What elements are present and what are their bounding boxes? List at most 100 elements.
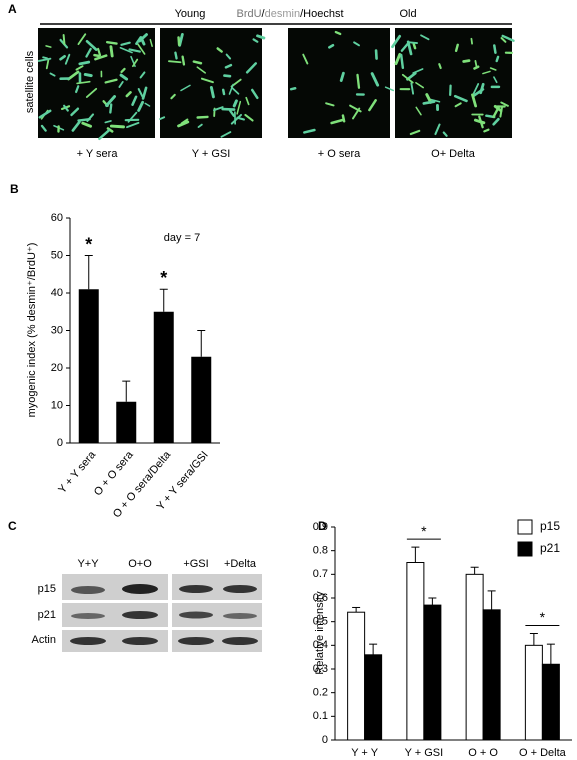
caption: Y + GSI <box>192 148 231 160</box>
group-label: Old <box>399 8 416 20</box>
cell <box>412 42 417 50</box>
cell <box>81 121 93 128</box>
cell <box>77 33 87 46</box>
y-tick-label: 0.6 <box>313 592 328 604</box>
cell <box>76 80 91 85</box>
cell <box>493 44 497 54</box>
cell <box>104 78 118 84</box>
row-label: satellite cells <box>24 50 36 113</box>
cell <box>136 42 146 55</box>
cell <box>126 121 140 129</box>
cell <box>454 43 459 53</box>
cell <box>483 128 490 133</box>
annotation: day = 7 <box>164 232 200 244</box>
bar <box>524 644 543 741</box>
cell <box>127 111 138 123</box>
cell <box>500 101 509 107</box>
y-tick-label: 0.4 <box>313 639 328 651</box>
legend-label: p21 <box>540 541 560 555</box>
cell <box>225 53 232 60</box>
cell <box>59 54 66 61</box>
cell <box>401 73 414 84</box>
cell <box>216 47 223 53</box>
y-tick-label: 0.8 <box>313 545 328 557</box>
cell <box>232 99 238 108</box>
significance: * <box>85 234 92 254</box>
y-tick-label: 0 <box>57 437 63 449</box>
cell <box>501 34 515 42</box>
cell <box>40 124 47 132</box>
significance: * <box>160 268 167 288</box>
cell <box>471 93 478 108</box>
cell <box>400 41 410 52</box>
cell <box>83 72 93 78</box>
cell <box>109 45 114 58</box>
cell <box>429 98 441 103</box>
cell <box>94 54 108 61</box>
cell <box>135 36 142 45</box>
cell <box>137 87 144 99</box>
cell <box>330 118 345 125</box>
cell <box>105 95 116 108</box>
micrographs <box>37 28 515 141</box>
panel-label: B <box>10 182 19 196</box>
caption: O+ Delta <box>431 148 476 160</box>
cell <box>128 48 141 53</box>
caption: + O sera <box>318 148 361 160</box>
y-tick-label: 60 <box>51 212 63 224</box>
cell <box>197 123 203 128</box>
cell <box>85 87 98 98</box>
x-tick-label: O + Delta <box>519 747 567 759</box>
cell <box>368 99 377 112</box>
bar <box>153 311 174 443</box>
cell <box>473 65 480 70</box>
cell <box>228 83 234 95</box>
cell <box>104 120 112 124</box>
y-tick-label: 10 <box>51 399 63 411</box>
cell <box>45 45 52 48</box>
cell <box>196 66 206 74</box>
cell <box>125 91 132 98</box>
cell <box>137 100 145 112</box>
cell <box>250 88 259 100</box>
cell <box>141 86 148 100</box>
cell <box>78 60 91 66</box>
cell <box>180 84 191 92</box>
cell <box>38 109 52 119</box>
row-label: Actin <box>32 634 56 646</box>
bar <box>116 401 137 443</box>
cell <box>120 67 126 74</box>
cell <box>302 53 309 65</box>
cell <box>98 129 111 141</box>
cell <box>231 86 240 95</box>
cell <box>454 102 462 108</box>
cell <box>159 116 166 120</box>
x-tick-label: O + O <box>468 747 498 759</box>
cell <box>245 62 257 74</box>
cell <box>415 106 422 116</box>
cell <box>492 117 500 126</box>
legend-label: p15 <box>540 519 560 533</box>
panel-label: A <box>8 2 17 16</box>
cell <box>177 120 190 128</box>
cell <box>170 93 176 100</box>
cell <box>85 39 98 51</box>
cell <box>479 82 485 95</box>
western-blot <box>62 574 262 652</box>
stain-sep: / <box>300 8 304 20</box>
cell <box>93 53 100 58</box>
cell <box>106 127 114 133</box>
cell <box>303 128 316 134</box>
cell <box>62 34 66 46</box>
cell <box>63 104 69 112</box>
cell <box>453 94 468 103</box>
cell <box>67 70 80 81</box>
cell <box>109 124 125 129</box>
cell <box>325 102 335 107</box>
stain: Hoechst <box>303 8 343 20</box>
cell <box>45 59 50 70</box>
cell <box>422 100 436 105</box>
cell <box>200 77 214 84</box>
bar <box>406 562 425 741</box>
